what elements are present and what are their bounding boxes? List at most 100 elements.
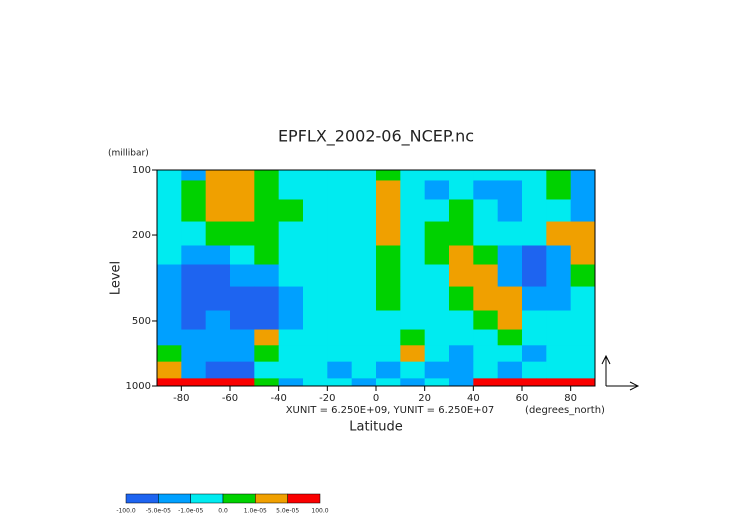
contour-cell (205, 221, 231, 246)
contour-cell (205, 170, 231, 181)
contour-cell (497, 221, 523, 246)
contour-cell (449, 245, 474, 266)
contour-cell (546, 286, 572, 312)
contour-cell (303, 310, 328, 331)
colorbar-swatch (255, 493, 288, 504)
contour-cell (278, 170, 304, 181)
x-tick-label: -60 (222, 393, 238, 404)
contour-cell (205, 310, 231, 331)
x-tick-label: -40 (270, 393, 286, 404)
contour-cell (230, 378, 255, 387)
contour-cell (303, 264, 328, 288)
contour-cell (400, 170, 426, 181)
contour-cell (351, 329, 377, 346)
contour-cell (449, 180, 474, 200)
contour-cell (327, 180, 353, 200)
contour-cell (327, 361, 353, 379)
x-tick-label: -20 (319, 393, 335, 404)
contour-cell (400, 221, 426, 246)
colorbar-swatch (287, 493, 321, 504)
contour-cell (303, 180, 328, 200)
contour-cell (400, 310, 426, 331)
contour-cell (303, 329, 328, 346)
contour-cell (230, 286, 255, 312)
colorbar-label: 100.0 (311, 508, 328, 515)
contour-cell (327, 264, 353, 288)
contour-cell (473, 361, 499, 379)
contour-cell (522, 345, 547, 363)
colorbar-swatch (222, 493, 256, 504)
contour-cell (327, 199, 353, 223)
contour-cell (157, 329, 182, 346)
contour-cell (181, 361, 207, 379)
contour-cell (449, 199, 474, 223)
contour-cell (522, 286, 547, 312)
contour-cell (181, 329, 207, 346)
contour-cell (522, 329, 547, 346)
contour-cell (303, 245, 328, 266)
y-tick-label: 500 (132, 316, 151, 327)
contour-cell (205, 264, 231, 288)
contour-cell (497, 245, 523, 266)
contour-cell (254, 264, 280, 288)
contour-cell (205, 329, 231, 346)
contour-cell (157, 264, 182, 288)
contour-cell (424, 199, 450, 223)
contour-cell (205, 245, 231, 266)
contour-cell (205, 180, 231, 200)
contour-cell (546, 345, 572, 363)
contour-cell (181, 264, 207, 288)
contour-cell (303, 345, 328, 363)
contour-cell (327, 378, 353, 387)
contour-cell (473, 221, 499, 246)
contour-cell (230, 199, 255, 223)
contour-cell (522, 245, 547, 266)
contour-cell (278, 286, 304, 312)
contour-cell (327, 245, 353, 266)
contour-cell (424, 245, 450, 266)
contour-cell (376, 286, 401, 312)
contour-cell (570, 221, 596, 246)
contour-cell (157, 286, 182, 312)
colorbar-label: 0.0 (218, 508, 228, 515)
y-unit: (millibar) (108, 149, 149, 159)
contour-cell (522, 221, 547, 246)
contour-cell (157, 170, 182, 181)
contour-cell (278, 378, 304, 387)
contour-cell (424, 170, 450, 181)
contour-cell (497, 286, 523, 312)
x-tick-label: 60 (516, 393, 529, 404)
contour-cell (181, 199, 207, 223)
contour-cell (424, 180, 450, 200)
contour-cell (473, 310, 499, 331)
colorbar-swatch (190, 493, 224, 504)
x-unit: (degrees_north) (525, 405, 605, 416)
contour-cell (278, 221, 304, 246)
contour-cell (522, 180, 547, 200)
contour-cell (546, 221, 572, 246)
contour-cell (376, 170, 401, 181)
contour-cell (351, 378, 377, 387)
contour-cell (278, 345, 304, 363)
contour-cell (376, 199, 401, 223)
contour-cell (400, 361, 426, 379)
x-tick-label: 80 (564, 393, 577, 404)
contour-cell (570, 170, 596, 181)
contour-cell (181, 345, 207, 363)
contour-cell (327, 329, 353, 346)
contour-cell (497, 310, 523, 331)
contour-cell (351, 361, 377, 379)
contour-cell (157, 180, 182, 200)
contour-cell (181, 245, 207, 266)
contour-cell (449, 264, 474, 288)
contour-cell (424, 345, 450, 363)
contour-cell (230, 245, 255, 266)
contour-cell (157, 199, 182, 223)
contour-cell (400, 286, 426, 312)
contour-cell (570, 345, 596, 363)
contour-cell (449, 221, 474, 246)
colorbar-label: -1.0e-05 (178, 508, 203, 515)
contour-cell (570, 361, 596, 379)
contour-cell (157, 310, 182, 331)
